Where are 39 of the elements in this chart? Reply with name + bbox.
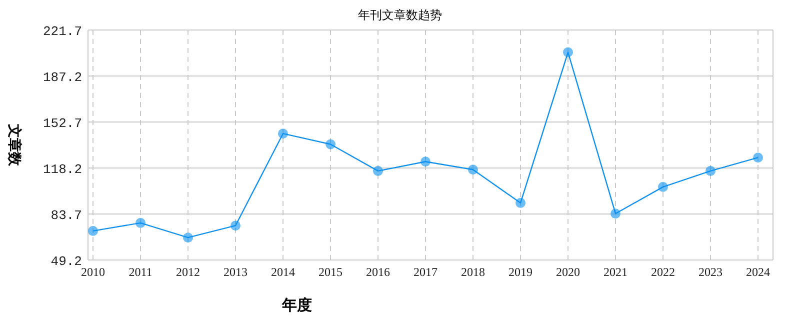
point [373, 166, 383, 176]
y-tick-label: 221.7 [42, 24, 82, 39]
x-tick-label: 2010 [81, 265, 105, 279]
x-tick-label: 2021 [604, 265, 628, 279]
point [420, 156, 430, 167]
point [706, 166, 716, 176]
point [136, 218, 146, 228]
point [563, 47, 573, 58]
point [610, 208, 620, 219]
point [658, 182, 668, 192]
y-tick-label: 49.2 [50, 254, 82, 269]
point [326, 139, 336, 150]
y-tick-label: 152.7 [42, 116, 82, 131]
y-tick-label: 187.2 [42, 70, 82, 85]
point [278, 128, 288, 139]
x-tick-label: 2020 [556, 265, 580, 279]
x-tick-label: 2024 [746, 265, 770, 279]
x-tick-label: 2016 [366, 265, 390, 279]
point [753, 152, 763, 163]
x-tick-label: 2015 [318, 265, 342, 279]
x-tick-label: 2023 [698, 265, 722, 279]
x-tick-label: 2017 [414, 265, 438, 279]
y-tick-label: 83.7 [50, 208, 82, 223]
point [516, 198, 526, 208]
point [88, 226, 98, 236]
x-tick-label: 2014 [271, 265, 295, 279]
point [183, 232, 193, 243]
x-tick-label: 2012 [176, 265, 200, 279]
x-tick-label: 2013 [224, 265, 248, 279]
x-axis-title: 年度 [281, 296, 312, 314]
y-tick-label: 118.2 [42, 162, 82, 177]
y-axis-title: 文章数 [6, 123, 23, 167]
chart-title: 年刊文章数趋势 [358, 8, 442, 22]
x-tick-label: 2018 [461, 265, 485, 279]
point [230, 220, 240, 231]
point [468, 164, 478, 175]
x-tick-label: 2022 [651, 265, 675, 279]
x-tick-label: 2019 [508, 265, 532, 279]
x-tick-label: 2011 [128, 265, 152, 279]
